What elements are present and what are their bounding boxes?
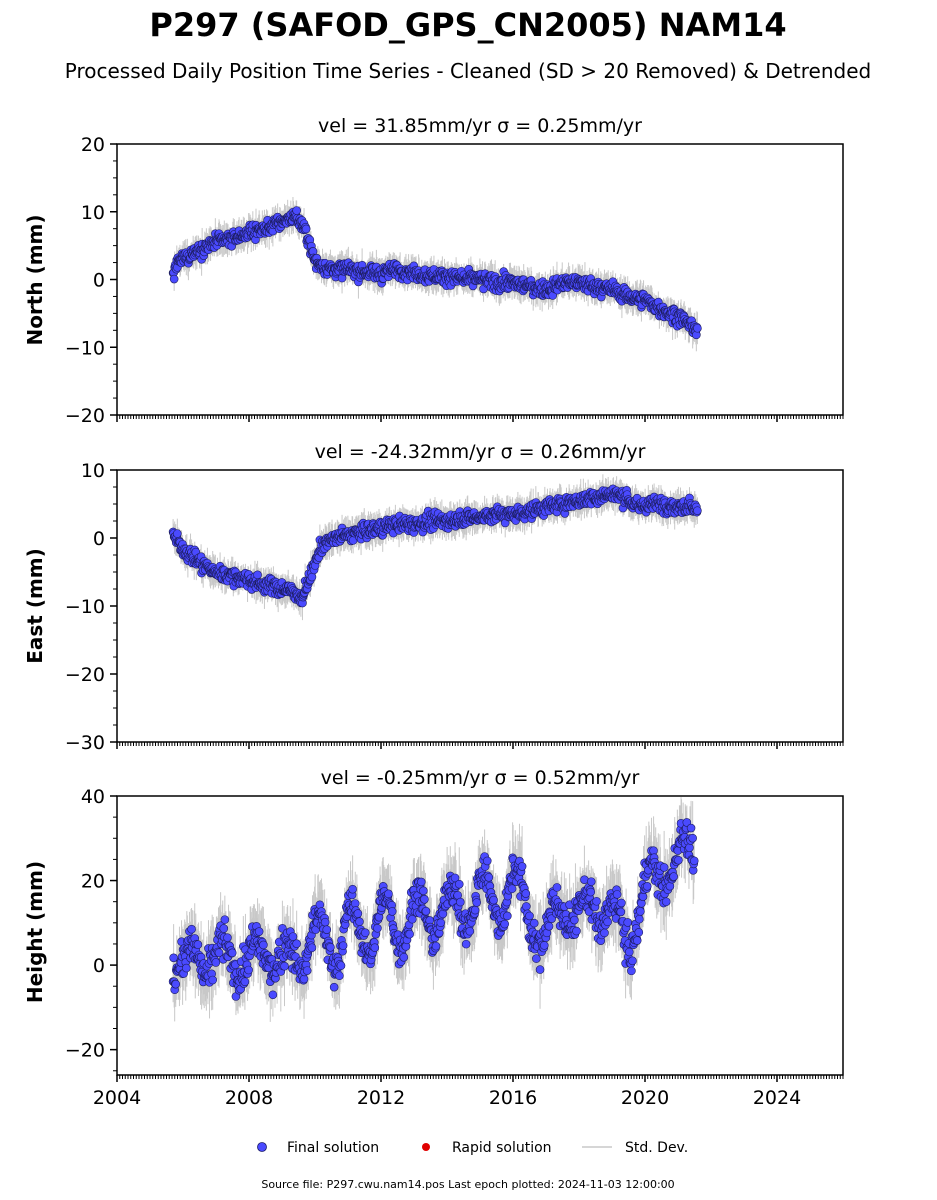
plot-area <box>168 197 702 352</box>
data-point <box>292 206 301 215</box>
y-tick-label: 20 <box>81 134 105 156</box>
chart-panel-north: 20 10 0 −10 −20 vel = 31.85mm/yr σ = 0.25mm/… <box>23 115 844 427</box>
y-tick-label: 10 <box>81 202 105 224</box>
data-point <box>253 570 262 580</box>
y-axis-label-north: North (mm) <box>23 214 47 345</box>
panel-body-north: 20 10 0 −10 −20 <box>65 134 844 427</box>
figure-subtitle: Processed Daily Position Time Series - C… <box>65 59 871 83</box>
figure-title: P297 (SAFOD_GPS_CN2005) NAM14 <box>149 6 786 44</box>
y-tick-label: −30 <box>65 732 105 754</box>
panel-body-east: 10 0 −10 −20 −30 <box>65 460 844 754</box>
panel-title-north: vel = 31.85mm/yr σ = 0.25mm/yr <box>318 115 642 137</box>
plot-area <box>168 797 699 1022</box>
data-point <box>169 274 179 284</box>
y-axis-label-east: East (mm) <box>23 548 47 664</box>
data-point <box>301 224 311 234</box>
data-point <box>693 323 702 333</box>
y-tick-label: −20 <box>65 405 105 427</box>
y-tick-label: 10 <box>81 460 105 482</box>
y-tick-label: 0 <box>93 528 105 550</box>
plot-area <box>168 474 702 621</box>
data-point <box>693 506 702 515</box>
data-point <box>307 572 317 582</box>
final-solution-points <box>168 206 702 340</box>
y-tick-label: −10 <box>65 596 105 618</box>
chart-panel-east: 10 0 −10 −20 −30 vel = -24.32mm/yr σ = 0.26m… <box>23 441 844 754</box>
y-tick-label: 0 <box>93 270 105 292</box>
panel-title-east: vel = -24.32mm/yr σ = 0.26mm/yr <box>315 441 646 463</box>
final-solution-points <box>168 484 702 608</box>
y-tick-label: −10 <box>65 337 105 359</box>
y-tick-label: −20 <box>65 664 105 686</box>
data-point <box>173 529 182 538</box>
